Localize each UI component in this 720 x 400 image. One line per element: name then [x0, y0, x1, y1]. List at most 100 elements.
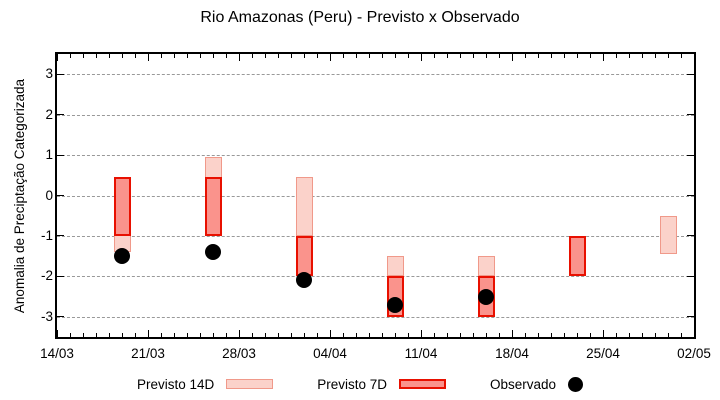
x-tick: [108, 333, 110, 337]
x-tick: [199, 54, 201, 58]
x-tick: [511, 54, 513, 61]
x-tick: [173, 333, 175, 337]
x-tick: [654, 333, 656, 337]
x-tick: [433, 54, 435, 58]
y-tick: [57, 316, 64, 318]
x-tick: [680, 54, 682, 58]
y-tick: [57, 154, 64, 156]
x-tick: [277, 333, 279, 337]
x-tick: [82, 54, 84, 58]
x-tick: [407, 333, 409, 337]
legend-item: Previsto 14D: [137, 377, 274, 392]
x-tick: [329, 330, 331, 337]
x-tick: [459, 54, 461, 58]
x-tick: [576, 333, 578, 337]
x-tick: [316, 54, 318, 58]
observado-dot: [114, 248, 130, 265]
x-tick: [251, 54, 253, 58]
x-tick: [589, 333, 591, 337]
previsto-14d-bar: [386, 256, 404, 277]
y-tick-label: 3: [45, 66, 53, 82]
previsto-14d-bar: [659, 215, 677, 255]
y-tick: [687, 73, 694, 75]
legend-item: Previsto 7D: [317, 376, 447, 392]
x-tick: [381, 333, 383, 337]
x-tick: [680, 333, 682, 337]
x-tick: [277, 54, 279, 58]
y-tick-label: 2: [45, 106, 53, 122]
x-tick: [394, 333, 396, 337]
x-tick: [355, 54, 357, 58]
y-tick: [57, 73, 64, 75]
x-tick: [589, 54, 591, 58]
x-tick: [485, 54, 487, 58]
x-tick: [667, 54, 669, 58]
x-tick: [147, 54, 149, 61]
x-tick-label: 04/04: [313, 346, 347, 361]
x-tick: [524, 333, 526, 337]
x-tick: [615, 333, 617, 337]
x-tick: [134, 333, 136, 337]
x-tick: [446, 54, 448, 58]
x-tick: [407, 54, 409, 58]
x-tick: [225, 54, 227, 58]
y-tick: [57, 114, 64, 116]
x-tick: [654, 54, 656, 58]
x-tick: [160, 54, 162, 58]
x-tick: [303, 54, 305, 58]
x-tick: [212, 333, 214, 337]
y-tick-label: -1: [40, 227, 53, 243]
gridline: [57, 316, 694, 318]
x-tick: [212, 54, 214, 58]
x-tick: [667, 333, 669, 337]
legend-label: Observado: [490, 376, 557, 392]
legend-item: Observado: [490, 376, 584, 392]
x-tick: [290, 54, 292, 58]
observado-dot: [387, 296, 403, 313]
x-tick: [95, 333, 97, 337]
x-tick: [160, 333, 162, 337]
x-tick-label: 28/03: [222, 346, 256, 361]
x-tick: [537, 333, 539, 337]
x-tick: [550, 333, 552, 337]
x-tick: [459, 333, 461, 337]
x-tick: [537, 54, 539, 58]
x-tick: [446, 333, 448, 337]
x-tick: [394, 54, 396, 58]
previsto-7d-bar: [113, 177, 131, 236]
x-tick: [251, 333, 253, 337]
x-tick: [342, 54, 344, 58]
x-tick: [56, 330, 58, 337]
x-tick: [95, 54, 97, 58]
y-tick: [687, 114, 694, 116]
x-tick: [147, 330, 149, 337]
gridline: [57, 235, 694, 237]
x-tick: [472, 54, 474, 58]
x-tick: [563, 333, 565, 337]
legend-label: Previsto 7D: [317, 376, 388, 392]
observado-legend-dot: [568, 376, 584, 392]
observado-dot: [478, 288, 494, 305]
x-tick-label: 02/05: [677, 346, 711, 361]
x-tick: [498, 54, 500, 58]
x-tick: [342, 333, 344, 337]
x-tick: [186, 333, 188, 337]
y-tick: [57, 275, 64, 277]
x-tick: [199, 333, 201, 337]
x-tick: [420, 330, 422, 337]
x-tick: [550, 54, 552, 58]
x-tick: [628, 54, 630, 58]
previsto-7d-bar: [568, 235, 586, 277]
y-tick: [687, 154, 694, 156]
x-tick: [121, 333, 123, 337]
legend: Previsto 14D Previsto 7D Observado: [0, 372, 720, 396]
x-tick: [615, 54, 617, 58]
y-tick-label: 0: [45, 187, 53, 203]
gridline: [57, 155, 694, 157]
x-tick-label: 14/03: [40, 346, 74, 361]
plot-area: 3 2 1 0 -1 -2 -3 14/03 21/03 28/03 04/04 11/04 18/04…: [40, 52, 711, 361]
previsto-7d-swatch: [399, 379, 447, 389]
x-tick: [368, 54, 370, 58]
x-tick-label: 18/04: [495, 346, 529, 361]
